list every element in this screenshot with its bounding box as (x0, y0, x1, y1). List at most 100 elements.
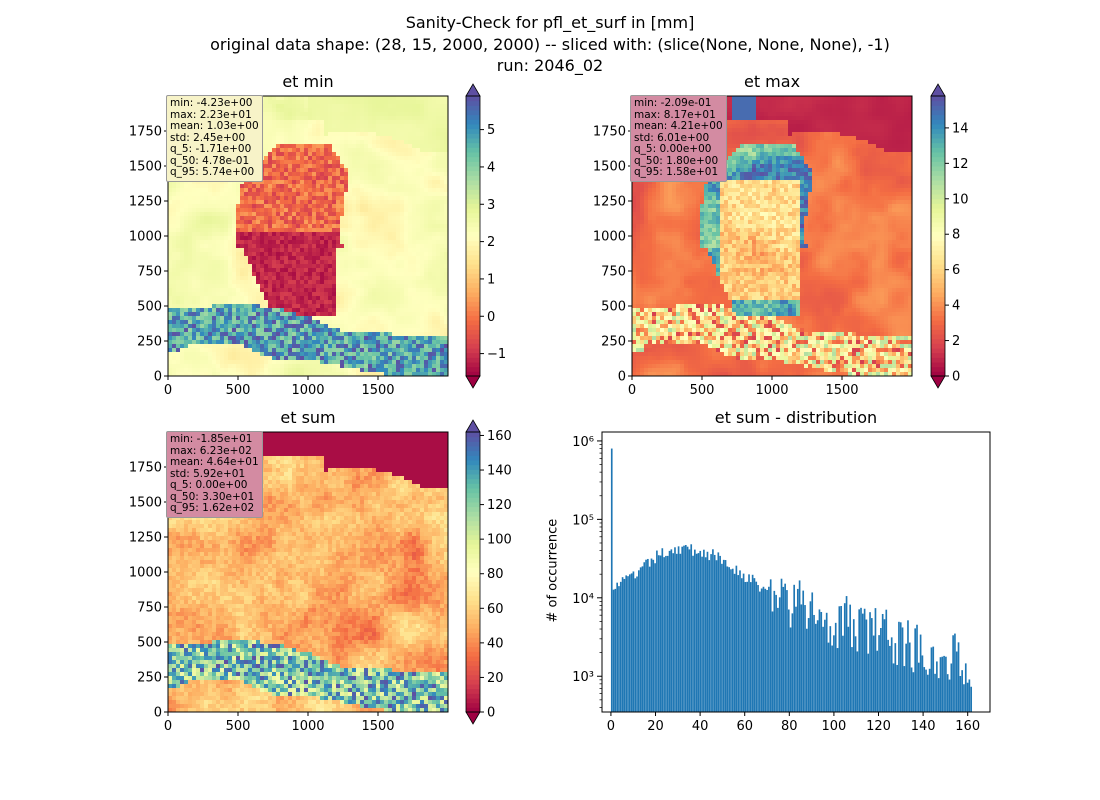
heatmap-cell (428, 364, 433, 369)
heatmap-cell (332, 272, 337, 277)
heatmap-cell (248, 336, 253, 341)
heatmap-cell (280, 232, 285, 237)
heatmap-cell (240, 192, 245, 197)
heatmap-cell (372, 324, 377, 329)
heatmap-cell (356, 148, 361, 153)
heatmap-cell (240, 300, 245, 305)
heatmap-cell (292, 232, 297, 237)
heatmap-cell (388, 212, 393, 217)
heatmap-cell (392, 148, 397, 153)
heatmap-cell (368, 264, 373, 269)
heatmap-cell (408, 200, 413, 205)
heatmap-cell (200, 212, 205, 217)
heatmap-cell (340, 132, 345, 137)
heatmap-cell (344, 180, 349, 185)
heatmap-cell (328, 332, 333, 337)
heatmap-cell (332, 248, 337, 253)
heatmap-cell (244, 336, 249, 341)
heatmap-cell (324, 224, 329, 229)
heatmap-cell (312, 240, 317, 245)
heatmap-cell (356, 332, 361, 337)
heatmap-cell (284, 116, 289, 121)
heatmap-cell (180, 228, 185, 233)
heatmap-cell (324, 276, 329, 281)
heatmap-cell (204, 204, 209, 209)
heatmap-cell (268, 372, 273, 377)
heatmap-cell (288, 316, 293, 321)
heatmap-cell (296, 296, 301, 301)
heatmap-cell (324, 240, 329, 245)
heatmap-cell (264, 308, 269, 313)
heatmap-cell (172, 272, 177, 277)
heatmap-cell (204, 328, 209, 333)
heatmap-cell (208, 284, 213, 289)
heatmap-cell (240, 324, 245, 329)
heatmap-cell (424, 156, 429, 161)
heatmap-cell (172, 188, 177, 193)
heatmap-cell (340, 100, 345, 105)
heatmap-cell (284, 352, 289, 357)
heatmap-cell (332, 260, 337, 265)
heatmap-cell (344, 316, 349, 321)
heatmap-cell (356, 272, 361, 277)
heatmap-cell (428, 228, 433, 233)
heatmap-cell (172, 228, 177, 233)
heatmap-cell (416, 364, 421, 369)
heatmap-cell (272, 148, 277, 153)
heatmap-cell (280, 292, 285, 297)
heatmap-cell (352, 332, 357, 337)
heatmap-cell (388, 272, 393, 277)
heatmap-cell (220, 272, 225, 277)
heatmap-cell (404, 252, 409, 257)
heatmap-cell (444, 204, 449, 209)
colorbar-swatch (466, 152, 480, 158)
heatmap-cell (268, 320, 273, 325)
heatmap-cell (384, 96, 389, 101)
colorbar-swatch (466, 114, 480, 120)
heatmap-cell (300, 200, 305, 205)
heatmap-cell (424, 196, 429, 201)
heatmap-cell (444, 332, 449, 337)
heatmap-cell (280, 204, 285, 209)
heatmap-cell (432, 208, 437, 213)
heatmap-cell (408, 180, 413, 185)
heatmap-cell (344, 312, 349, 317)
heatmap-cell (232, 288, 237, 293)
heatmap-cell (332, 292, 337, 297)
heatmap-cell (248, 332, 253, 337)
heatmap-cell (312, 116, 317, 121)
heatmap-cell (364, 252, 369, 257)
heatmap-cell (240, 196, 245, 201)
heatmap-cell (220, 188, 225, 193)
heatmap-cell (212, 348, 217, 353)
heatmap-cell (284, 140, 289, 145)
heatmap-cell (396, 220, 401, 225)
heatmap-cell (344, 284, 349, 289)
heatmap-cell (252, 292, 257, 297)
heatmap-cell (324, 308, 329, 313)
heatmap-cell (280, 220, 285, 225)
heatmap-cell (432, 124, 437, 129)
heatmap-cell (336, 352, 341, 357)
heatmap-cell (324, 172, 329, 177)
heatmap-cell (408, 232, 413, 237)
heatmap-cell (368, 272, 373, 277)
heatmap-cell (440, 116, 445, 121)
heatmap-cell (408, 172, 413, 177)
heatmap-cell (372, 204, 377, 209)
heatmap-cell (292, 356, 297, 361)
heatmap-cell (372, 292, 377, 297)
heatmap-cell (228, 356, 233, 361)
heatmap-cell (316, 372, 321, 377)
heatmap-cell (408, 304, 413, 309)
heatmap-cell (372, 212, 377, 217)
heatmap-cell (424, 124, 429, 129)
heatmap-cell (196, 200, 201, 205)
heatmap-cell (380, 276, 385, 281)
heatmap-cell (400, 272, 405, 277)
heatmap-cell (276, 324, 281, 329)
heatmap-cell (284, 132, 289, 137)
heatmap-cell (236, 232, 241, 237)
heatmap-cell (256, 236, 261, 241)
heatmap-cell (432, 308, 437, 313)
